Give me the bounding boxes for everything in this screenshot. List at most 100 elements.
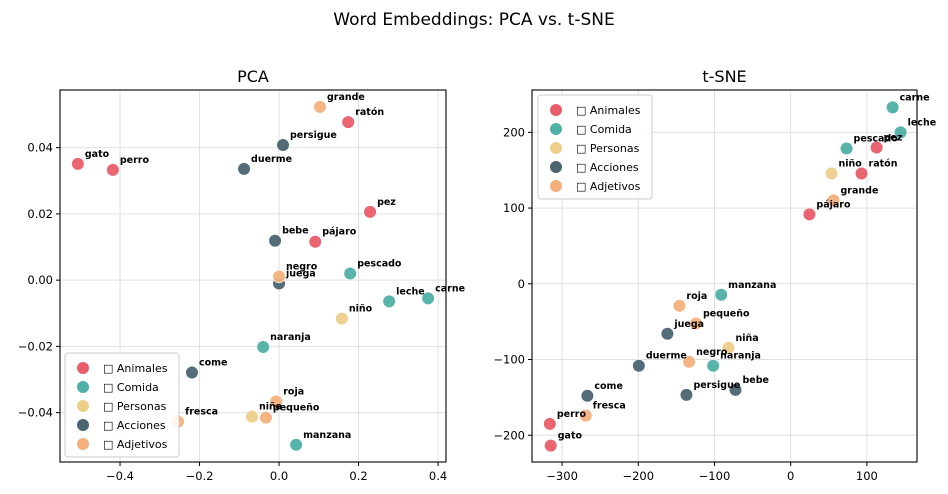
- point-animales: [870, 140, 884, 155]
- point-animales: [341, 115, 355, 129]
- y-tick-label: −100: [493, 353, 525, 367]
- point-label: grande: [840, 185, 878, 196]
- point-label: niña: [736, 333, 759, 344]
- legend-marker-adjetivos: [550, 180, 562, 192]
- point-label: pequeño: [273, 403, 320, 414]
- point-label: persigue: [290, 130, 337, 141]
- point-adjetivos: [689, 316, 703, 331]
- y-tick-label: 0.04: [27, 141, 53, 155]
- point-label: come: [594, 381, 623, 392]
- legend-marker-comida: [550, 123, 562, 135]
- point-label: pájaro: [322, 227, 357, 238]
- pca-panel: PCA gato perro ratón pez pájaro pescado leche ca…: [18, 67, 465, 483]
- legend-marker-personas: [77, 400, 89, 412]
- point-label: bebe: [282, 226, 309, 237]
- point-label: fresca: [185, 407, 218, 418]
- legend-label-animales: □ Animales: [576, 104, 641, 117]
- point-label: juega: [285, 268, 316, 279]
- point-label: carne: [900, 92, 930, 103]
- y-tick-label: 0: [518, 277, 525, 291]
- point-animales: [71, 157, 85, 171]
- legend-marker-personas: [550, 142, 562, 154]
- point-label: pescado: [854, 133, 899, 144]
- point-comida: [839, 141, 854, 156]
- legend-label-acciones: □ Acciones: [576, 161, 639, 174]
- point-label: carne: [435, 283, 465, 294]
- legend-marker-acciones: [550, 161, 562, 173]
- point-label: negro: [696, 347, 728, 358]
- point-label: niño: [839, 158, 863, 169]
- point-label: niña: [259, 402, 282, 413]
- y-tick-label: 0.02: [27, 207, 53, 221]
- point-comida: [894, 125, 908, 140]
- point-label: leche: [908, 117, 937, 128]
- point-label: pequeño: [703, 308, 750, 319]
- point-label: manzana: [728, 280, 776, 291]
- point-animales: [363, 205, 377, 219]
- tsne-axes-frame: [531, 89, 918, 463]
- point-adjetivos: [682, 355, 696, 369]
- legend-label-adjetivos: □ Adjetivos: [576, 180, 641, 193]
- point-personas: [824, 166, 839, 181]
- x-tick-label: −100: [699, 469, 731, 483]
- point-label: pescado: [357, 259, 402, 270]
- figure-title: Word Embeddings: PCA vs. t-SNE: [333, 10, 614, 30]
- point-animales: [543, 417, 557, 431]
- legend-marker-animales: [550, 104, 562, 116]
- tsne-panel: t-SNE gato perro ratón pez pájaro pescado leche…: [493, 67, 936, 483]
- y-tick-label: 0.00: [27, 273, 53, 287]
- point-animales: [106, 163, 120, 177]
- x-tick-label: 0.0: [270, 469, 288, 483]
- point-acciones: [632, 359, 646, 373]
- point-label: fresca: [593, 401, 626, 412]
- legend-label-personas: □ Personas: [103, 400, 167, 413]
- point-label: perro: [557, 409, 587, 420]
- x-tick-label: 0.4: [429, 469, 447, 483]
- x-tick-label: −0.4: [106, 469, 134, 483]
- tsne-legend: □ Animales □ Comida □ Personas □ Acciones □ …: [537, 94, 653, 200]
- point-acciones: [237, 162, 251, 176]
- tsne-points: gato perro ratón pez pájaro pescado leche carne…: [543, 92, 937, 453]
- point-adjetivos: [672, 299, 687, 313]
- point-label: roja: [686, 291, 707, 302]
- point-comida: [343, 266, 357, 281]
- point-acciones: [268, 234, 282, 248]
- point-label: gato: [85, 149, 110, 160]
- point-label: naranja: [270, 332, 311, 343]
- point-label: ratón: [869, 158, 898, 169]
- legend-frame: [537, 94, 653, 200]
- point-acciones: [580, 389, 594, 403]
- pca-axes-frame: [59, 89, 447, 463]
- legend-frame: [64, 352, 180, 458]
- point-label: negro: [286, 261, 318, 272]
- legend-label-acciones: □ Acciones: [103, 419, 166, 432]
- legend-label-animales: □ Animales: [103, 362, 168, 375]
- point-adjetivos: [269, 394, 283, 408]
- point-acciones: [728, 383, 743, 397]
- legend-marker-acciones: [77, 419, 89, 431]
- point-comida: [256, 340, 270, 354]
- x-tick-label: 100: [856, 469, 878, 483]
- point-label: gato: [558, 431, 583, 442]
- x-tick-label: −300: [546, 469, 578, 483]
- point-label: ratón: [355, 107, 384, 118]
- legend-marker-adjetivos: [77, 438, 89, 450]
- pca-points: gato perro ratón pez pájaro pescado leche carne…: [71, 92, 465, 452]
- legend-marker-animales: [77, 362, 89, 374]
- point-label: leche: [396, 286, 425, 297]
- point-comida: [706, 359, 720, 373]
- point-label: naranja: [720, 351, 761, 362]
- point-label: pez: [884, 132, 903, 143]
- point-adjetivos: [272, 269, 286, 284]
- point-comida: [886, 100, 900, 115]
- point-comida: [421, 291, 435, 305]
- legend-marker-comida: [77, 381, 89, 393]
- point-label: pájaro: [816, 199, 851, 210]
- point-animales: [802, 207, 817, 222]
- point-label: perro: [120, 155, 150, 166]
- point-personas: [721, 341, 736, 355]
- pca-title: PCA: [237, 67, 269, 86]
- point-comida: [382, 294, 396, 308]
- point-label: grande: [327, 92, 365, 103]
- x-tick-label: −0.2: [186, 469, 214, 483]
